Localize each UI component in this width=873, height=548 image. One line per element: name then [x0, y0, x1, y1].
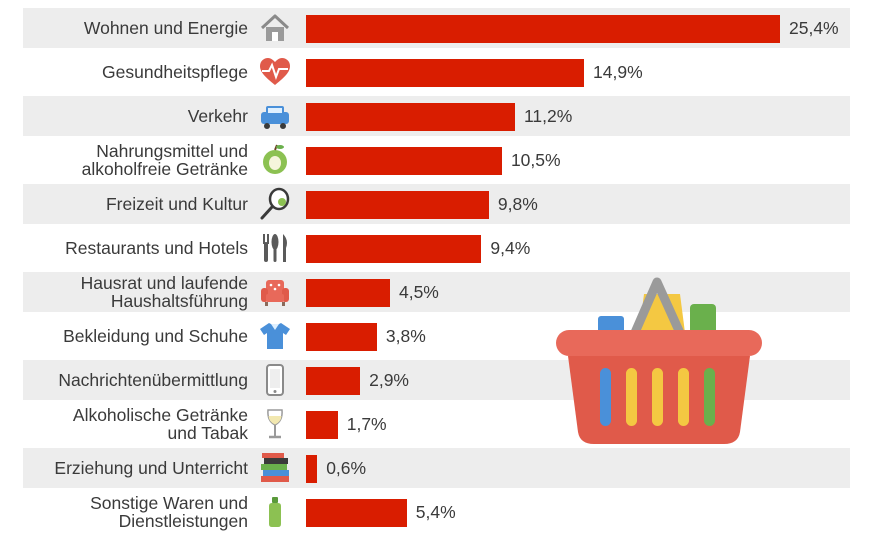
- car-icon: [261, 106, 289, 129]
- bar: [306, 279, 390, 307]
- armchair-icon: [261, 280, 289, 306]
- chart-row: Verkehr 11,2%: [23, 96, 850, 136]
- bar: [306, 59, 585, 87]
- bar: [306, 147, 502, 175]
- apple-icon: [263, 144, 287, 174]
- value-label: 0,6%: [326, 458, 367, 478]
- chart-row: Gesundheitspflege 14,9%: [23, 52, 850, 92]
- category-label: Alkoholische Getränke und Tabak: [72, 405, 248, 443]
- value-label: 2,9%: [369, 370, 409, 390]
- bar: [306, 235, 482, 263]
- bar: [306, 15, 780, 43]
- bar: [306, 411, 338, 439]
- category-label: Gesundheitspflege: [102, 62, 248, 82]
- house-icon: [260, 14, 290, 41]
- value-label: 9,8%: [497, 194, 538, 214]
- cutlery-icon: [263, 234, 287, 262]
- books-icon: [261, 453, 289, 482]
- value-label: 9,4%: [490, 238, 531, 258]
- smartphone-icon: [266, 364, 284, 396]
- bottle-icon: [269, 497, 281, 527]
- chart-row: Nahrungsmittel und alkoholfreie Getränke…: [23, 140, 850, 180]
- chart-row: Wohnen und Energie 25,4%: [23, 8, 850, 48]
- category-label: Bekleidung und Schuhe: [63, 326, 248, 346]
- category-label: Nachrichtenübermittlung: [58, 370, 248, 390]
- shirt-icon: [260, 323, 290, 349]
- chart-row: Bekleidung und Schuhe 3,8%: [23, 316, 850, 356]
- category-label: Verkehr: [187, 106, 248, 126]
- value-label: 5,4%: [415, 502, 456, 522]
- chart-row: Restaurants und Hotels 9,4%: [23, 228, 850, 268]
- bar: [306, 499, 407, 527]
- chart-row: Erziehung und Unterricht 0,6%: [23, 448, 850, 488]
- tennis-racket-icon: [260, 187, 290, 220]
- category-label: Erziehung und Unterricht: [54, 458, 248, 478]
- bar: [306, 323, 377, 351]
- bar: [306, 455, 318, 483]
- bar: [306, 191, 489, 219]
- category-label: Wohnen und Energie: [83, 18, 248, 38]
- chart-row: Freizeit und Kultur 9,8%: [23, 184, 850, 224]
- value-label: 11,2%: [524, 106, 573, 126]
- value-label: 1,7%: [346, 414, 387, 434]
- value-label: 3,8%: [385, 326, 426, 346]
- shopping-basket-icon: [556, 277, 762, 444]
- category-label: Sonstige Waren und Dienstleistungen: [90, 493, 248, 531]
- chart-row: Alkoholische Getränke und Tabak 1,7%: [23, 404, 850, 444]
- category-label: Hausrat und laufende Haushaltsführung: [80, 273, 248, 311]
- value-label: 10,5%: [510, 150, 561, 170]
- heart-pulse-icon: [260, 58, 290, 85]
- value-label: 4,5%: [398, 282, 439, 302]
- category-label: Freizeit und Kultur: [105, 194, 248, 214]
- category-label: Nahrungsmittel und alkoholfreie Getränke: [81, 141, 248, 179]
- wine-glass-icon: [267, 409, 283, 439]
- value-label: 14,9%: [593, 62, 643, 82]
- bar: [306, 367, 361, 395]
- category-label: Restaurants und Hotels: [65, 238, 248, 258]
- value-label: 25,4%: [789, 18, 839, 38]
- chart-row: Sonstige Waren und Dienstleistungen 5,4%: [23, 492, 850, 532]
- bar: [306, 103, 515, 131]
